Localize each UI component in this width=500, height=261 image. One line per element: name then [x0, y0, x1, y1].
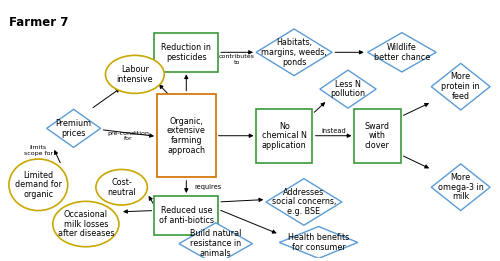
Text: Premium
prices: Premium prices — [56, 119, 92, 138]
Polygon shape — [256, 29, 332, 76]
Text: No
chemical N
application: No chemical N application — [262, 122, 306, 150]
Polygon shape — [266, 179, 342, 225]
Text: instead: instead — [321, 128, 345, 134]
Text: limits
scope for: limits scope for — [24, 145, 53, 156]
Text: Reduction in
pesticides: Reduction in pesticides — [162, 43, 211, 62]
Ellipse shape — [96, 169, 148, 205]
Polygon shape — [432, 164, 490, 211]
Polygon shape — [280, 227, 358, 258]
FancyBboxPatch shape — [256, 109, 312, 163]
Text: Build natural
resistance in
animals: Build natural resistance in animals — [190, 229, 242, 258]
Text: Less N
pollution: Less N pollution — [330, 80, 366, 98]
FancyBboxPatch shape — [157, 94, 216, 177]
Polygon shape — [46, 109, 100, 147]
Polygon shape — [320, 70, 376, 108]
Text: Occasional
milk losses
after diseases: Occasional milk losses after diseases — [58, 210, 114, 238]
Text: Limited
demand for
organic: Limited demand for organic — [15, 171, 62, 199]
Polygon shape — [368, 33, 436, 72]
Text: Cost-
neutral: Cost- neutral — [107, 178, 136, 197]
Ellipse shape — [106, 55, 164, 93]
Ellipse shape — [53, 201, 119, 247]
Text: Habitats,
margins, weeds,
ponds: Habitats, margins, weeds, ponds — [261, 38, 327, 67]
FancyBboxPatch shape — [154, 196, 218, 235]
Text: contributes
to: contributes to — [219, 55, 254, 65]
Text: Addresses
social concerns,
e.g. BSE: Addresses social concerns, e.g. BSE — [272, 188, 336, 216]
Polygon shape — [179, 223, 252, 261]
Text: Sward
with
clover: Sward with clover — [365, 122, 390, 150]
Polygon shape — [432, 63, 490, 110]
Text: requires: requires — [194, 184, 222, 190]
Text: More
omega-3 in
milk: More omega-3 in milk — [438, 173, 484, 201]
Text: Organic,
extensive
farming
approach: Organic, extensive farming approach — [167, 117, 205, 155]
Text: Reduced use
of anti-biotics: Reduced use of anti-biotics — [159, 206, 214, 225]
Text: pre-condition
for: pre-condition for — [108, 131, 150, 141]
FancyBboxPatch shape — [154, 33, 218, 72]
FancyBboxPatch shape — [354, 109, 401, 163]
Text: Farmer 7: Farmer 7 — [9, 16, 68, 29]
Text: Health benefits
for consumer: Health benefits for consumer — [288, 233, 349, 252]
Text: Labour
intensive: Labour intensive — [116, 65, 153, 84]
Text: More
protein in
feed: More protein in feed — [442, 73, 480, 101]
Text: Wildlife
better chance: Wildlife better chance — [374, 43, 430, 62]
Ellipse shape — [9, 159, 68, 211]
